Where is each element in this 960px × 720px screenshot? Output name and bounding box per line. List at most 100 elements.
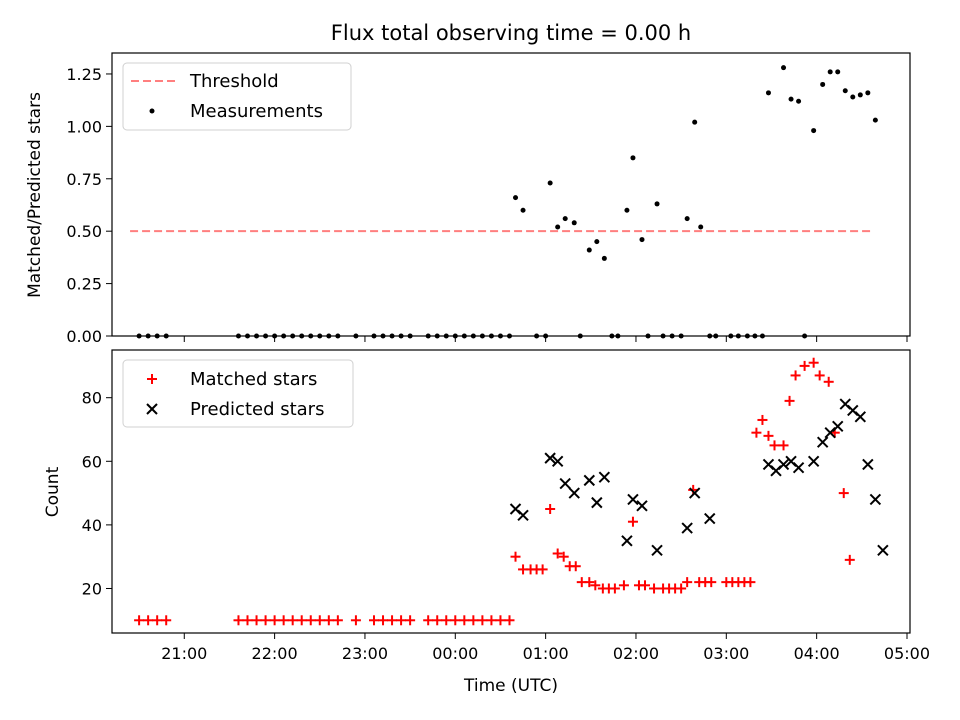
top-legend-box (122, 62, 352, 131)
matched-star-point (378, 615, 389, 626)
bottom-y-tick-label: 40 (82, 516, 102, 535)
predicted-star-point (568, 487, 580, 499)
chart-title: Flux total observing time = 0.00 h (331, 21, 691, 45)
measurement-point (842, 88, 848, 94)
matched-star-point (477, 615, 488, 626)
measurement-point (781, 65, 787, 71)
matched-star-point (233, 615, 244, 626)
bottom-x-tick-label: 04:00 (794, 644, 840, 663)
measurement-point (654, 201, 660, 207)
matched-star-point (537, 564, 548, 575)
matched-star-point (314, 615, 325, 626)
bottom-x-tick-label: 01:00 (523, 644, 569, 663)
matched-star-point (332, 615, 343, 626)
matched-star-point (450, 615, 461, 626)
matched-star-point (269, 615, 280, 626)
matched-star-point (143, 615, 154, 626)
predicted-star-point (816, 436, 829, 448)
matched-star-point (459, 615, 470, 626)
predicted-star-point (551, 455, 564, 467)
bottom-x-tick-label: 05:00 (884, 644, 930, 663)
bottom-y-axis: 20 40 60 80 (82, 389, 112, 598)
matched-star-point (441, 615, 452, 626)
top-axes-frame (111, 52, 911, 337)
top-y-axis-label: Matched/Predicted stars (25, 92, 45, 298)
measurement-point (594, 239, 600, 245)
predicted-star-point (832, 420, 844, 433)
legend-predicted-label: Predicted stars (190, 399, 324, 420)
legend-matched-marker (147, 374, 157, 384)
predicted-star-point (627, 493, 639, 506)
matched-star-point (405, 615, 416, 626)
matched-star-point (323, 615, 334, 626)
matched-star-point (287, 615, 298, 626)
predicted-star-point (598, 471, 611, 483)
bottom-x-axis: 21:00 22:00 23:00 00:00 01:00 02:00 03:00 04:00… (161, 633, 930, 663)
matched-star-point (558, 551, 569, 562)
matched-star-point (745, 577, 756, 588)
measurement-point (639, 237, 645, 243)
predicted-star-point (854, 411, 867, 423)
matched-star-point (495, 615, 506, 626)
predicted-star-point (621, 535, 633, 547)
matched-star-point (570, 561, 581, 572)
legend-measurements-marker (149, 108, 155, 114)
bottom-panel: 20 40 60 80 21:00 22:00 23:00 00:00 01:00 02:00 0… (43, 349, 930, 696)
matched-star-point (751, 427, 762, 438)
predicted-star-point (583, 474, 596, 487)
measurement-point (827, 69, 833, 75)
bottom-axes-frame (111, 349, 911, 634)
matched-star-point (486, 615, 497, 626)
matched-star-point (757, 414, 768, 425)
predicted-star-point (591, 496, 603, 509)
matched-star-point (161, 615, 172, 626)
predicted-star-point (777, 458, 790, 471)
predicted-star-point (688, 487, 701, 499)
predicted-star-point (877, 544, 889, 557)
matched-star-point (778, 440, 789, 451)
matched-star-point (350, 615, 361, 626)
matched-star-point (504, 615, 515, 626)
measurement-point (857, 92, 863, 98)
matched-star-point (152, 615, 163, 626)
predicted-star-point (862, 458, 874, 471)
matched-star-point (260, 615, 271, 626)
predicted-star-point (559, 477, 571, 490)
measurement-point (788, 96, 794, 102)
bottom-x-axis-label: Time (UTC) (463, 676, 558, 696)
measurement-point (850, 94, 856, 100)
measurement-point (547, 180, 553, 186)
matched-star-point (242, 615, 253, 626)
legend-threshold-label: Threshold (189, 71, 279, 92)
bottom-legend: Matched stars Predicted stars (122, 359, 354, 428)
matched-star-point (590, 580, 601, 591)
matched-star-point (844, 554, 855, 565)
legend-predicted-marker (146, 403, 158, 415)
top-panel: 0.00 0.25 0.50 0.75 1.00 1.25 Matched/Predict… (25, 52, 911, 346)
matched-star-point (763, 430, 774, 441)
measurement-point (586, 247, 592, 253)
matched-star-point (251, 615, 262, 626)
matched-star-point (468, 615, 479, 626)
top-legend: Threshold Measurements (122, 62, 352, 131)
matched-star-point (134, 615, 145, 626)
matched-star-point (584, 577, 595, 588)
matched-star-point (387, 615, 398, 626)
matched-star-point (278, 615, 289, 626)
matched-star-point (432, 615, 443, 626)
top-y-tick-label: 0.75 (66, 170, 102, 189)
top-y-tick-label: 0.25 (66, 275, 102, 294)
top-y-tick-label: 0.00 (66, 327, 102, 346)
bottom-y-tick-label: 80 (82, 389, 102, 408)
matched-star-point (799, 360, 810, 371)
bottom-x-tick-label: 21:00 (161, 644, 207, 663)
matched-star-point (305, 615, 316, 626)
measurement-point (601, 255, 607, 261)
bottom-x-tick-label: 23:00 (342, 644, 388, 663)
predicted-star-point (792, 461, 805, 474)
measurement-point (835, 69, 841, 75)
top-x-axis-ticks (183, 336, 908, 342)
matched-star-point (790, 370, 801, 381)
measurement-point (513, 195, 519, 201)
